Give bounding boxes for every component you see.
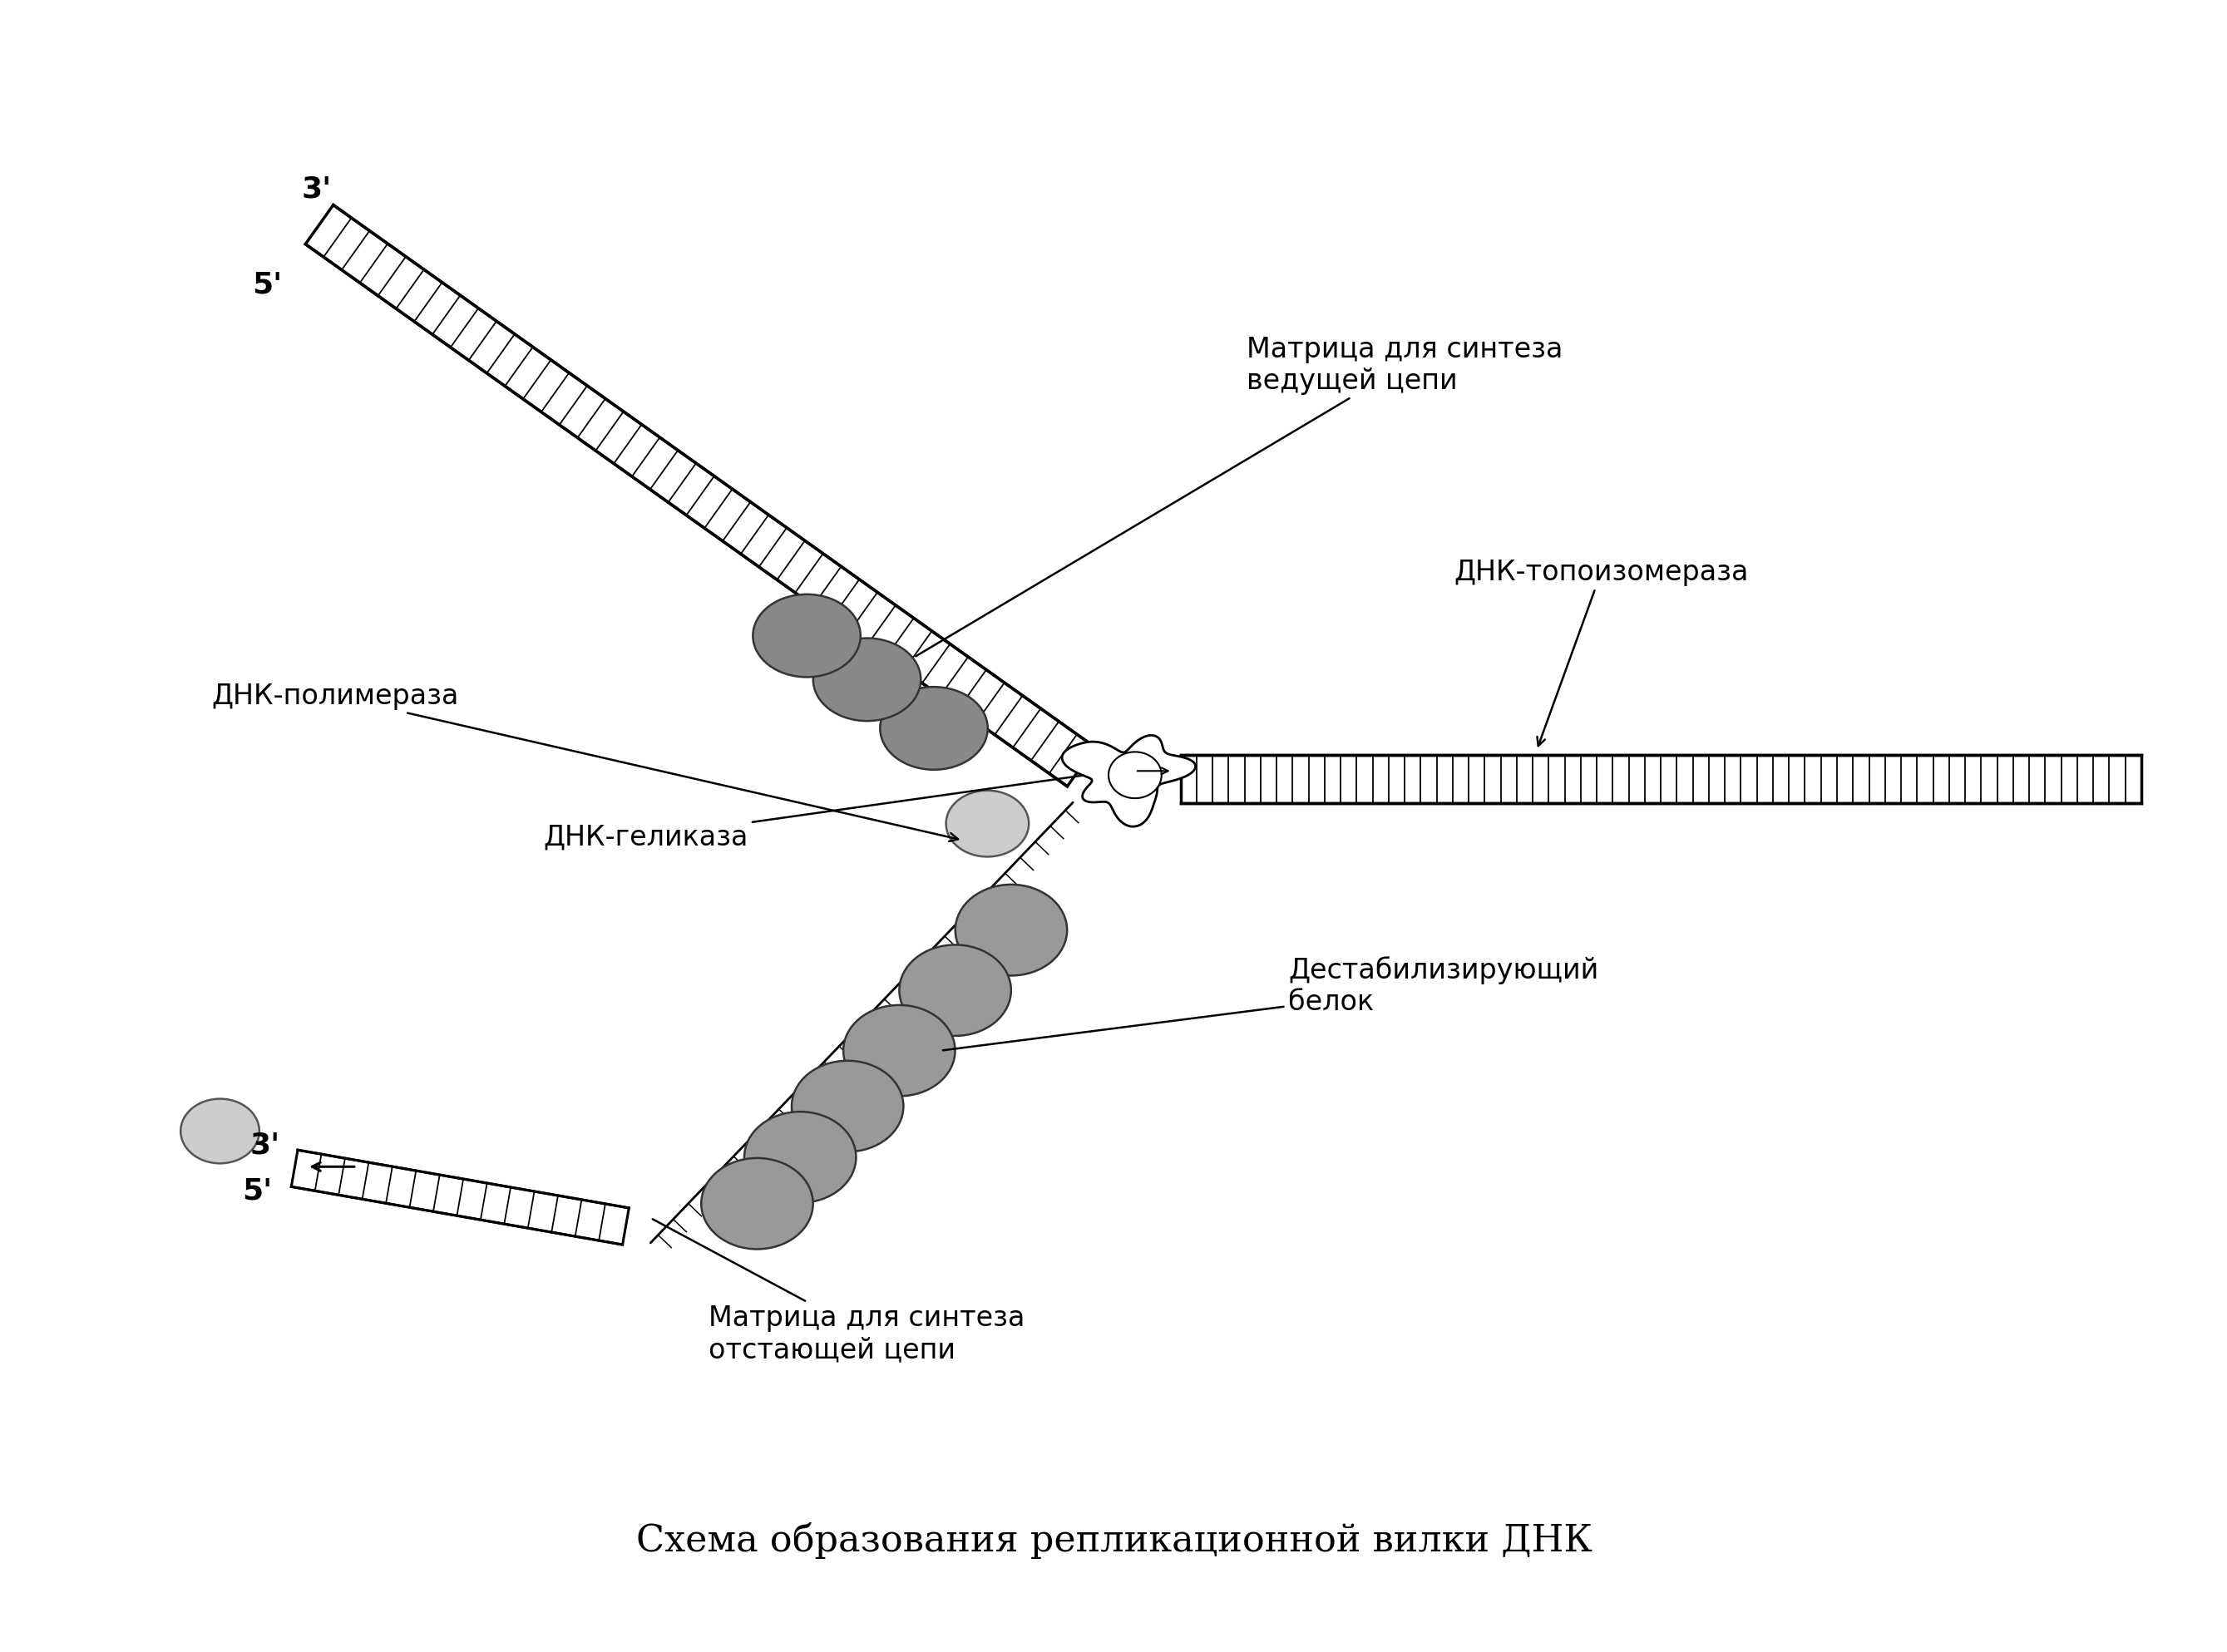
Polygon shape (292, 1150, 628, 1244)
Text: ДНК-топоизомераза: ДНК-топоизомераза (1454, 558, 1748, 747)
Text: 5': 5' (243, 1176, 272, 1206)
Text: Матрица для синтеза
отстающей цепи: Матрица для синтеза отстающей цепи (653, 1219, 1024, 1363)
Text: ДНК-геликаза: ДНК-геликаза (543, 775, 1082, 851)
Polygon shape (1109, 752, 1162, 798)
Ellipse shape (791, 1061, 904, 1151)
Text: 3': 3' (249, 1132, 281, 1160)
Ellipse shape (744, 1112, 855, 1203)
Ellipse shape (900, 945, 1011, 1036)
Ellipse shape (180, 1099, 258, 1163)
Polygon shape (305, 205, 1096, 786)
Text: ДНК-полимераза: ДНК-полимераза (212, 682, 958, 841)
Ellipse shape (753, 595, 860, 677)
Text: Схема образования репликационной вилки ДНК: Схема образования репликационной вилки Д… (637, 1523, 1592, 1559)
Polygon shape (1062, 735, 1196, 826)
Ellipse shape (946, 790, 1029, 857)
Text: Матрица для синтеза
ведущей цепи: Матрица для синтеза ведущей цепи (915, 335, 1563, 656)
Polygon shape (1180, 755, 2140, 803)
Ellipse shape (813, 638, 920, 720)
Ellipse shape (955, 884, 1067, 976)
Text: Дестабилизирующий
белок: Дестабилизирующий белок (942, 957, 1599, 1051)
Text: 3': 3' (301, 175, 332, 203)
Text: 5': 5' (252, 271, 283, 299)
Ellipse shape (844, 1004, 955, 1097)
Ellipse shape (702, 1158, 813, 1249)
Ellipse shape (880, 687, 989, 770)
